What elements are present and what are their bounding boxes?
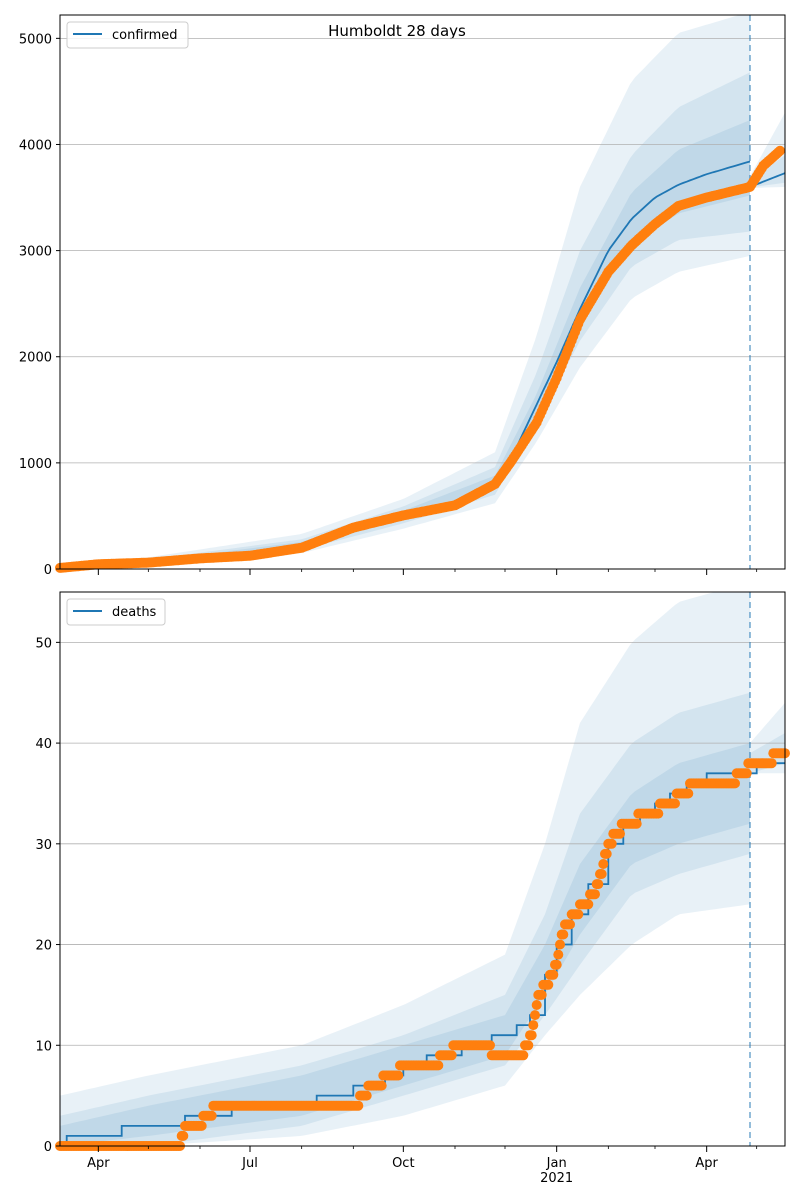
deaths-observed-point	[766, 758, 777, 769]
deaths-y-tick-label: 0	[44, 1140, 52, 1155]
confirmed-bands-layer	[60, 15, 785, 570]
deaths-observed-point	[523, 1040, 534, 1051]
deaths-observed-point	[393, 1070, 404, 1081]
confirmed-y-tick-label: 4000	[19, 138, 52, 153]
deaths-observed-point	[601, 848, 612, 859]
confirmed-legend: confirmed	[66, 21, 189, 49]
deaths-observed-point	[433, 1060, 444, 1071]
deaths-observed-point	[551, 959, 562, 970]
deaths-observed-point	[596, 869, 607, 879]
deaths-observed-point	[565, 919, 575, 930]
confirmed-markers-layer	[55, 145, 785, 573]
deaths-interval-band-outer	[60, 592, 750, 1146]
x-tick-label: Apr	[87, 1156, 110, 1171]
deaths-markers-layer	[55, 748, 790, 1151]
deaths-observed-point	[558, 929, 569, 940]
deaths-observed-point	[548, 969, 559, 980]
deaths-observed-point	[543, 979, 554, 990]
confirmed-y-tick-label: 0	[44, 563, 52, 578]
confirmed-y-tick-label: 2000	[19, 351, 52, 366]
deaths-observed-point	[446, 1050, 457, 1061]
deaths-observed-point	[518, 1050, 529, 1061]
deaths-y-tick-label: 50	[35, 636, 52, 651]
x-tick-label: Jul	[241, 1156, 258, 1171]
deaths-observed-point	[730, 778, 740, 789]
deaths-legend-box	[66, 598, 166, 626]
confirmed-legend-box	[66, 21, 189, 49]
deaths-observed-point	[528, 1020, 539, 1031]
deaths-observed-point	[376, 1080, 387, 1091]
deaths-observed-point	[361, 1090, 372, 1101]
deaths-observed-point	[353, 1100, 364, 1111]
deaths-observed-point	[593, 879, 604, 890]
deaths-observed-point	[196, 1120, 207, 1131]
deaths-observed-point	[606, 838, 617, 849]
confirmed-interval-band-outer	[60, 15, 750, 569]
deaths-observed-point	[536, 989, 547, 1000]
deaths-y-tick-label: 10	[35, 1039, 52, 1054]
confirmed-y-tick-label: 3000	[19, 245, 52, 260]
deaths-observed-point	[178, 1130, 189, 1141]
confirmed-observed-point	[775, 145, 785, 156]
deaths-observed-point	[553, 949, 564, 960]
deaths-observed-point	[631, 818, 642, 829]
deaths-plot-frame	[59, 591, 786, 1147]
confirmed-grid-layer	[60, 37, 785, 464]
deaths-observed-point	[683, 788, 694, 799]
deaths-observed-point	[485, 1040, 495, 1051]
deaths-observed-point	[598, 859, 609, 869]
deaths-observed-point	[615, 828, 625, 839]
confirmed-y-axis: 0 1000 2000 3000 4000 5000	[19, 32, 60, 578]
deaths-y-tick-label: 30	[35, 838, 52, 853]
deaths-y-tick-label: 40	[35, 737, 52, 752]
deaths-interval-band-middle	[60, 692, 750, 1146]
confirmed-legend-label: confirmed	[112, 28, 178, 43]
confirmed-x-axis	[97, 569, 758, 575]
panel-confirmed: 0 1000 2000 3000 4000 5000 confirmed	[19, 14, 786, 578]
deaths-legend: deaths	[66, 598, 166, 626]
deaths-observed-point	[653, 808, 664, 819]
confirmed-interval-band-middle	[60, 72, 750, 570]
deaths-observed-point	[555, 939, 565, 950]
confirmed-y-tick-label: 1000	[19, 457, 52, 472]
deaths-observed-point	[526, 1030, 537, 1041]
deaths-observed-point	[670, 798, 680, 809]
deaths-legend-label: deaths	[112, 605, 157, 620]
deaths-y-axis: 0 10 20 30 40 50	[35, 636, 60, 1155]
figure-title: Humboldt 28 days	[328, 22, 466, 40]
x-tick-label: Jan	[546, 1156, 567, 1171]
deaths-observed-point	[573, 909, 584, 920]
deaths-observed-point	[531, 1000, 542, 1010]
deaths-observed-point	[583, 899, 594, 910]
confirmed-y-tick-label: 5000	[19, 32, 52, 47]
confirmed-interval-band-inner	[60, 120, 750, 569]
deaths-observed-point	[590, 889, 600, 900]
deaths-observed-point	[530, 1010, 540, 1021]
deaths-grid-layer	[60, 641, 785, 1046]
x-tick-sublabel: 2021	[540, 1171, 573, 1186]
x-tick-label: Oct	[392, 1156, 414, 1171]
x-tick-label: Apr	[695, 1156, 718, 1171]
deaths-observed-point	[741, 768, 752, 779]
deaths-y-tick-label: 20	[35, 939, 52, 954]
deaths-observed-point	[206, 1110, 217, 1121]
confirmed-plot-frame	[59, 14, 786, 570]
